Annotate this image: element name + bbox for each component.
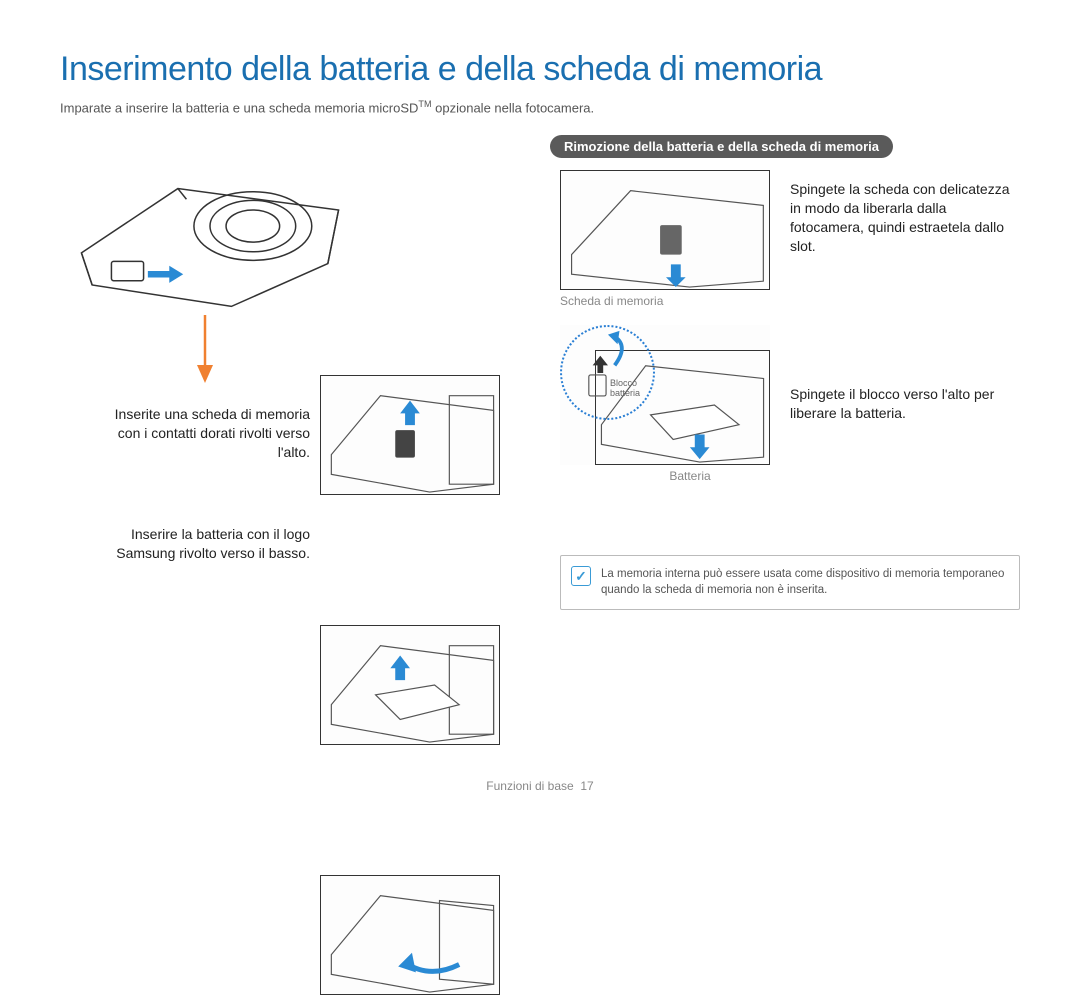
lock-label-2: batteria xyxy=(610,388,640,398)
push-card-text: Spingete la scheda con delicatezza in mo… xyxy=(790,180,1020,256)
memory-insert-illustration xyxy=(320,375,500,495)
battery-caption: Batteria xyxy=(560,469,770,483)
content-area: Inserite una scheda di memoria con i con… xyxy=(60,135,1020,755)
release-lock-text: Spingete il blocco verso l'alto per libe… xyxy=(790,385,1020,423)
page-footer: Funzioni di base 17 xyxy=(0,779,1080,793)
memory-remove-block: Scheda di memoria xyxy=(560,170,770,308)
note-icon: ✓ xyxy=(571,566,591,586)
insert-battery-text: Inserire la batteria con il logo Samsung… xyxy=(90,525,310,563)
page-title: Inserimento della batteria e della sched… xyxy=(60,50,1020,89)
flow-arrow-icon xyxy=(190,315,220,385)
camera-illustration xyxy=(60,135,360,322)
battery-remove-block: Blocco batteria Batteria xyxy=(560,325,770,483)
close-cover-illustration xyxy=(320,875,500,995)
lock-label-1: Blocco xyxy=(610,378,637,388)
memory-caption: Scheda di memoria xyxy=(560,294,770,308)
page-subtitle: Imparate a inserire la batteria e una sc… xyxy=(60,99,1020,115)
note-box: ✓ La memoria interna può essere usata co… xyxy=(560,555,1020,609)
removal-heading-pill: Rimozione della batteria e della scheda … xyxy=(550,135,893,158)
note-text: La memoria interna può essere usata come… xyxy=(601,568,1004,596)
battery-insert-illustration xyxy=(320,625,500,745)
insert-memory-text: Inserite una scheda di memoria con i con… xyxy=(90,405,310,462)
